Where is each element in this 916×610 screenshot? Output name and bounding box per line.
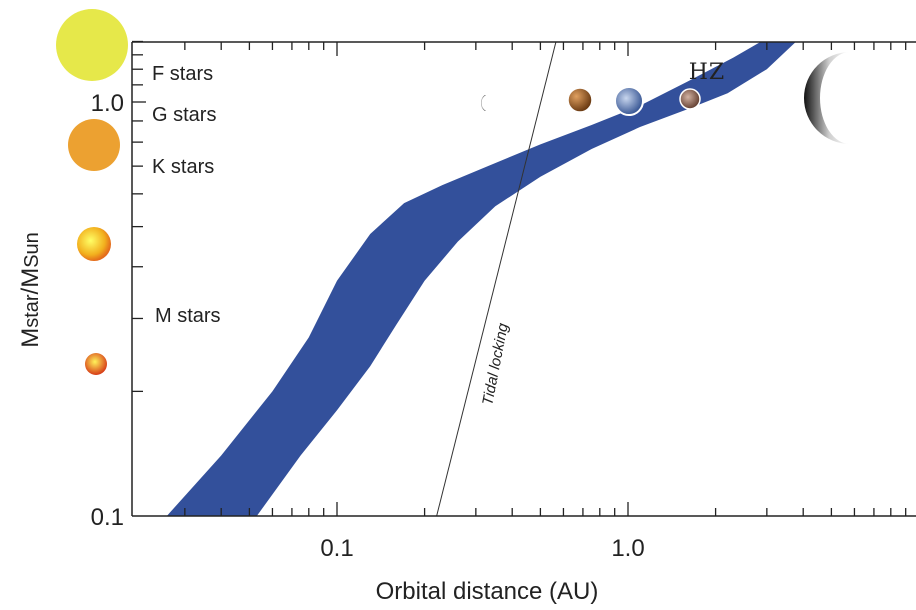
star-class-label-f: F stars	[152, 63, 213, 85]
g-star-disc	[68, 119, 120, 171]
mercury-crescent	[481, 95, 486, 111]
hz-label: HZ	[689, 60, 725, 85]
y-tick-label-1.0: 1.0	[91, 90, 124, 117]
x-axis-title: Orbital distance (AU)	[376, 578, 599, 605]
y-axis-title-slash: /M	[17, 268, 44, 295]
jupiter-crescent	[804, 52, 850, 144]
m-star-disc	[85, 353, 107, 375]
earth-disc	[614, 86, 644, 116]
k-star-disc	[77, 227, 111, 261]
y-axis-title-m: M	[17, 328, 44, 348]
habitable-zone-band	[166, 42, 796, 516]
mars-disc	[679, 88, 701, 110]
star-class-label-g: G stars	[152, 104, 216, 126]
y-tick-label-0.1: 0.1	[91, 504, 124, 531]
y-axis-title: Mstar/MSun	[17, 232, 44, 348]
tidal-locking-label: Tidal locking	[479, 321, 512, 407]
x-tick-label-0.1: 0.1	[320, 535, 353, 562]
f-star-disc	[56, 9, 128, 81]
star-class-label-m: M stars	[155, 305, 221, 327]
star-class-label-k: K stars	[152, 156, 214, 178]
y-axis-title-star: star	[21, 294, 43, 328]
y-axis-title-sun: Sun	[21, 232, 43, 268]
venus-disc	[567, 87, 593, 113]
x-tick-label-1.0: 1.0	[611, 535, 644, 562]
tidal-locking-line	[436, 42, 557, 516]
